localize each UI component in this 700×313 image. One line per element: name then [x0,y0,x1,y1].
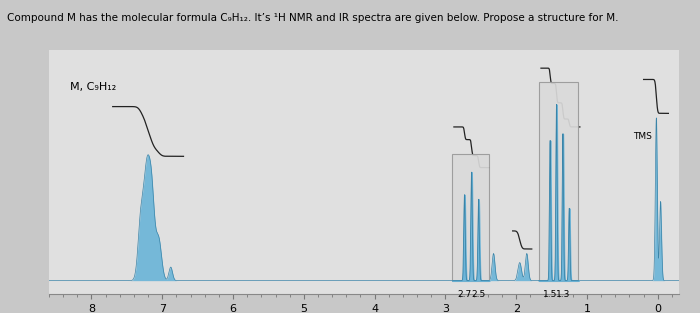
Bar [539,82,578,281]
Text: 2.5: 2.5 [472,290,486,299]
Text: TMS: TMS [633,131,652,141]
Text: 1.5: 1.5 [543,290,557,299]
Bar [452,154,489,281]
Text: M, C₉H₁₂: M, C₉H₁₂ [70,82,116,92]
Text: Compound M has the molecular formula C₉H₁₂. It’s ¹H NMR and IR spectra are given: Compound M has the molecular formula C₉H… [7,13,619,23]
Text: 2.7: 2.7 [457,290,472,299]
Text: 1.3: 1.3 [556,290,570,299]
